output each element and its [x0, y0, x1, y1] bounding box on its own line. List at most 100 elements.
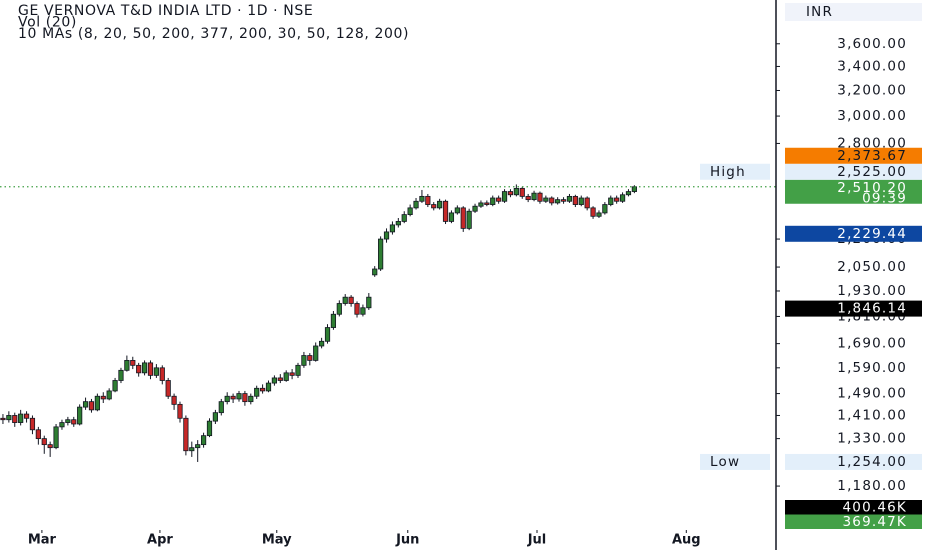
candle-body	[200, 435, 207, 446]
candle-body	[88, 401, 95, 411]
candle-body	[41, 438, 47, 446]
price-marker-label: 1,254.00	[837, 454, 907, 470]
candle-body	[0, 417, 6, 421]
candle-body	[419, 195, 425, 202]
price-marker-name-box	[700, 453, 770, 470]
candle-body	[71, 419, 77, 425]
price-marker-box	[785, 147, 922, 164]
x-tick-label: Aug	[672, 533, 701, 548]
price-marker-box	[785, 453, 922, 470]
candle-body	[295, 364, 301, 376]
candle-body	[242, 393, 248, 403]
candle-body	[348, 296, 354, 304]
candle-body	[106, 390, 112, 400]
candle-body	[543, 197, 549, 202]
candle-body	[130, 360, 136, 366]
x-tick-label: Apr	[147, 533, 173, 548]
candle-body	[260, 387, 266, 392]
candle-body	[389, 224, 396, 233]
candle-body	[596, 212, 602, 217]
price-marker-label: 2,373.67	[837, 148, 907, 164]
candle-body	[631, 186, 637, 192]
candle-body	[560, 199, 567, 202]
candle-body	[65, 419, 71, 423]
candle-body	[572, 195, 578, 205]
chart-title: GE VERNOVA T&D INDIA LTD · 1D · NSE	[18, 3, 313, 19]
volume-label-box	[785, 514, 922, 529]
price-marker-box	[785, 300, 922, 317]
candle-body	[531, 192, 537, 201]
y-tick-label: 2,050.00	[837, 259, 907, 275]
candle-body	[313, 345, 319, 361]
candle-body	[6, 415, 12, 421]
candle-body	[301, 355, 307, 366]
y-tick-label: 1,180.00	[837, 478, 907, 494]
price-marker-box	[785, 179, 922, 204]
y-tick-label: 1,930.00	[837, 283, 907, 299]
candle-body	[496, 197, 502, 202]
candle-body	[230, 395, 236, 400]
candle-body	[602, 204, 608, 214]
candle-body	[366, 296, 372, 309]
candle-body	[472, 205, 478, 212]
currency: INR	[806, 4, 833, 20]
candle-body	[566, 195, 573, 202]
candle-body	[549, 197, 555, 204]
candle-body	[271, 377, 278, 384]
candle-body	[18, 413, 24, 423]
candle-body	[112, 380, 118, 392]
candle-body	[448, 212, 455, 222]
candle-body	[614, 197, 620, 202]
candle-body	[289, 372, 295, 376]
price-marker-label: 2,525.00	[837, 164, 907, 180]
candle-body	[490, 197, 496, 205]
y-tick-label: 1,330.00	[837, 431, 907, 447]
candle-body	[437, 200, 443, 209]
candle-body	[608, 197, 614, 205]
y-tick-label: 1,410.00	[837, 407, 907, 423]
y-tick-label: 1,590.00	[837, 360, 907, 376]
candle-body	[590, 207, 596, 217]
candle-body	[59, 422, 65, 428]
y-tick-label: 3,000.00	[837, 108, 907, 124]
candle-body	[519, 187, 525, 197]
candle-body	[218, 401, 224, 414]
candle-body	[147, 362, 154, 376]
candle-body	[177, 403, 183, 419]
candle-body	[383, 231, 390, 240]
y-tick-label: 3,200.00	[837, 82, 907, 98]
candle-body	[183, 417, 189, 452]
candle-body	[330, 313, 337, 328]
y-tick-label: 2,800.00	[837, 135, 907, 151]
candle-body	[153, 367, 159, 376]
candle-body	[442, 200, 449, 222]
candle-body	[431, 204, 437, 209]
candle-body	[212, 412, 218, 422]
candle-body	[507, 191, 514, 196]
candle-body	[478, 202, 484, 207]
candle-body	[324, 327, 331, 342]
price-marker-label: 2,510.20	[837, 180, 907, 196]
candle-body	[23, 413, 30, 419]
candle-body	[407, 207, 413, 215]
candle-body	[165, 380, 171, 397]
candle-body	[77, 406, 83, 425]
candle-body	[501, 191, 508, 202]
candle-body	[619, 194, 626, 202]
candle-body	[625, 191, 632, 196]
price-marker-label: 2,229.44	[837, 226, 907, 242]
y-tick-label: 3,400.00	[837, 58, 907, 74]
candle-body	[171, 395, 177, 405]
candle-body	[413, 200, 419, 209]
candle-body	[555, 199, 561, 204]
currency-box	[785, 3, 922, 21]
x-tick-label: Jul	[527, 533, 547, 548]
plot-area	[0, 184, 776, 462]
candle-body	[206, 420, 213, 437]
volume-label-box	[785, 500, 922, 515]
price-marker-box	[785, 225, 922, 242]
candle-body	[307, 355, 313, 361]
candle-body	[454, 207, 460, 214]
candle-body	[460, 207, 466, 229]
